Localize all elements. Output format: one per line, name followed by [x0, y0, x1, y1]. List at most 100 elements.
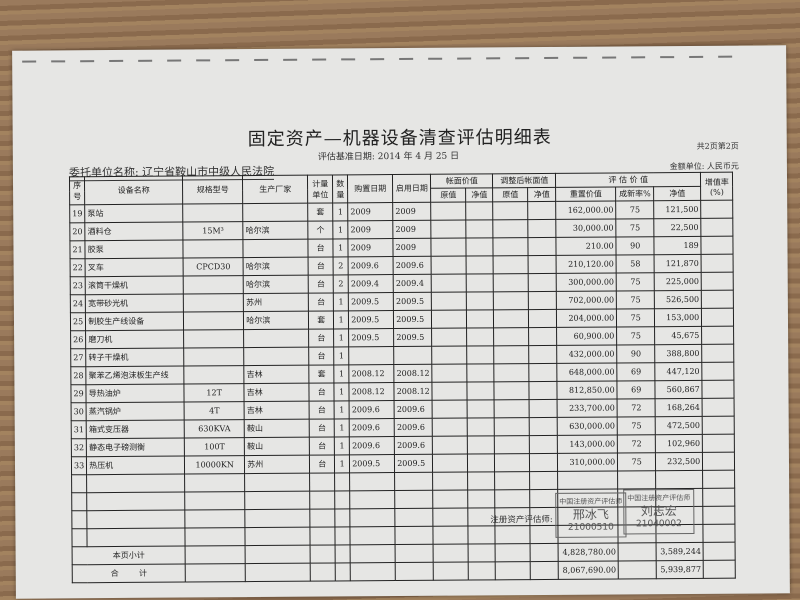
spec: 100T — [184, 437, 245, 457]
replace-value: 143,000.00 — [557, 434, 618, 454]
header-adj-orig: 原值 — [492, 187, 528, 202]
row-no: 30 — [71, 402, 87, 421]
maker: 鞍山 — [244, 419, 310, 438]
quantity: 1 — [333, 346, 349, 365]
book-net — [467, 435, 495, 455]
new-rate: 75 — [616, 218, 655, 237]
book-orig — [432, 400, 468, 419]
spec: CPCD30 — [183, 257, 244, 277]
eval-net: 45,675 — [654, 326, 702, 345]
header-eval-value: 评 估 价 值 — [555, 172, 701, 188]
replace-value: 233,700.00 — [557, 398, 618, 418]
equipment-name: 磨刀机 — [85, 330, 184, 349]
adj-orig — [493, 219, 529, 238]
document-page: 固定资产—机器设备清查评估明细表 评估基准日期: 2014 年 4 月 25 日… — [12, 45, 790, 599]
increase-rate — [701, 218, 734, 237]
increase-rate — [701, 272, 734, 291]
unit: 台 — [308, 328, 334, 348]
spec: 4T — [184, 401, 245, 421]
header-start-date: 启用日期 — [392, 174, 431, 203]
maker — [243, 347, 309, 366]
book-net — [466, 291, 494, 311]
new-rate: 75 — [616, 308, 655, 327]
adj-net — [529, 399, 558, 418]
start-date: 2009.6 — [393, 256, 432, 275]
quantity: 1 — [333, 328, 349, 347]
equipment-name: 泵站 — [84, 204, 183, 223]
book-net — [466, 273, 494, 293]
equipment-name: 箱式变压器 — [86, 420, 185, 439]
quantity: 1 — [334, 436, 350, 455]
increase-rate — [702, 434, 735, 453]
maker: 哈尔滨 — [243, 275, 309, 294]
spec — [183, 293, 244, 313]
unit: 套 — [307, 202, 333, 222]
start-date: 2009 — [392, 202, 432, 221]
maker: 吉林 — [243, 365, 310, 384]
equipment-name: 宽带砂光机 — [85, 294, 184, 313]
maker: 哈尔滨 — [243, 311, 309, 330]
appraiser-stamp-2: 中国注册资产评估师 刘志宏 21040002 — [623, 488, 695, 535]
new-rate: 75 — [616, 290, 655, 309]
replace-value: 432,000.00 — [556, 344, 618, 364]
purchase-date: 2009 — [348, 238, 394, 257]
row-no: 21 — [69, 240, 86, 259]
replace-value: 210.00 — [556, 236, 617, 256]
new-rate: 75 — [616, 272, 655, 291]
adj-net — [529, 381, 558, 400]
book-net — [466, 255, 494, 275]
stamp-name: 邢冰飞 — [572, 507, 609, 522]
stamp-id: 21000510 — [567, 522, 614, 533]
row-no: 26 — [70, 330, 86, 349]
signature-label: 注册资产评估师: — [490, 514, 553, 526]
appraiser-stamp-1: 中国注册资产评估师 邢冰飞 21000510 — [555, 492, 627, 538]
row-no: 24 — [70, 294, 86, 313]
quantity: 2 — [333, 274, 349, 293]
row-no: 32 — [71, 438, 87, 457]
maker: 吉林 — [244, 401, 310, 420]
equipment-name: 热压机 — [86, 456, 185, 475]
replace-value: 310,000.00 — [557, 452, 618, 472]
stamp-id: 21040002 — [635, 519, 682, 530]
quantity: 1 — [333, 364, 350, 383]
start-date: 2009.6 — [394, 400, 433, 419]
eval-net: 121,870 — [654, 254, 702, 273]
adj-orig — [494, 417, 530, 436]
replace-value: 630,000.00 — [557, 416, 618, 436]
increase-rate — [702, 416, 735, 435]
book-net — [467, 381, 495, 401]
adj-net — [528, 291, 557, 310]
eval-net: 526,500 — [654, 290, 702, 309]
adj-net — [528, 219, 557, 238]
header-name: 设备名称 — [84, 176, 183, 205]
equipment-name: 聚苯乙烯泡沫板生产线 — [85, 366, 185, 385]
maker: 哈尔滨 — [243, 257, 309, 276]
book-orig — [432, 364, 468, 383]
eval-net: 22,500 — [654, 218, 702, 237]
new-rate: 69 — [617, 362, 656, 381]
replace-value: 60,900.00 — [556, 326, 617, 346]
maker: 苏州 — [243, 293, 309, 312]
maker: 鞍山 — [244, 437, 310, 456]
spec: 10000KN — [184, 455, 245, 475]
replace-value: 162,000.00 — [555, 200, 617, 220]
spec: 15M³ — [182, 221, 244, 241]
adj-orig — [493, 237, 529, 256]
new-rate: 75 — [616, 326, 655, 345]
book-orig — [432, 382, 468, 401]
row-no: 20 — [69, 222, 86, 241]
adj-net — [528, 237, 557, 256]
maker — [242, 203, 308, 222]
adj-orig — [493, 345, 530, 364]
replace-value: 204,000.00 — [556, 308, 617, 328]
increase-rate — [702, 380, 735, 399]
start-date — [393, 346, 433, 365]
book-orig — [431, 310, 467, 329]
purchase-date: 2009.5 — [348, 310, 394, 329]
book-orig — [432, 436, 468, 455]
subtotal-label: 本页小计 — [72, 546, 186, 565]
equipment-name: 酒料仓 — [84, 222, 184, 241]
equipment-name: 蒸汽锅炉 — [86, 402, 185, 421]
purchase-date: 2009.5 — [348, 328, 394, 347]
book-orig — [431, 274, 467, 293]
